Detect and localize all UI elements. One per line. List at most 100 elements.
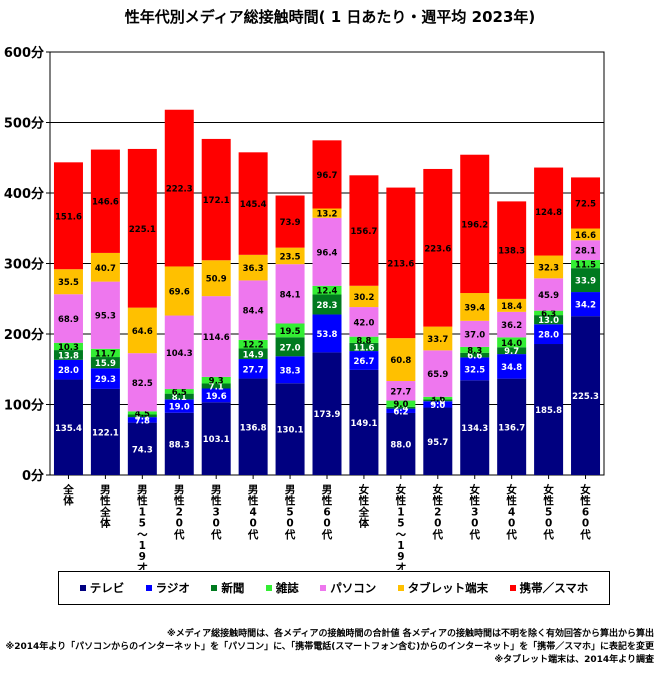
legend-item-tablet: タブレット端末: [397, 580, 488, 596]
bar-segment: [534, 315, 564, 325]
data-label: 4.5: [135, 409, 150, 419]
data-label: 15.9: [95, 359, 116, 369]
bar-segment: [423, 168, 453, 327]
data-label: 13.8: [58, 351, 79, 361]
data-label: 96.7: [317, 171, 338, 181]
bar-segment: [386, 412, 416, 475]
bar-segment: [423, 399, 453, 402]
bar-segment: [571, 292, 601, 317]
bar-segment: [312, 140, 342, 209]
data-label: 53.8: [317, 330, 338, 340]
bar-segment: [497, 378, 527, 475]
data-label: 45.9: [538, 291, 559, 301]
bar-segment: [127, 148, 157, 308]
bar-segment: [423, 407, 453, 475]
data-label: 34.8: [501, 363, 522, 373]
bar-segment: [53, 350, 83, 360]
data-label: 95.3: [95, 312, 116, 322]
bar-segment: [238, 378, 268, 475]
x-tick-label: 女性 2 0 代: [432, 483, 444, 541]
bar-segment: [164, 412, 194, 475]
bar-segment: [497, 337, 527, 348]
data-label: 84.4: [243, 307, 264, 317]
bar-segment: [497, 347, 527, 355]
data-label: 114.6: [203, 333, 230, 343]
bar-segment: [312, 314, 342, 353]
bar-segment: [164, 399, 194, 413]
bar-segment: [534, 310, 564, 316]
footnote-3: ※タブレット端末は、2014年より調査: [494, 655, 654, 665]
bar-segment: [460, 357, 490, 381]
stacked-bar-chart: 0分100分200分300分400分500分600分135.428.013.81…: [4, 45, 605, 570]
bar-segment: [53, 269, 83, 295]
data-label: 28.0: [58, 366, 79, 376]
bar-segment: [571, 316, 601, 475]
bar-segment: [53, 359, 83, 380]
data-label: 3.6: [430, 395, 445, 405]
data-label: 13.0: [538, 316, 559, 326]
chart-title: 性年代別メディア総接触時間( 1 日あたり・週平均 2023年): [124, 8, 536, 26]
data-label: 40.7: [95, 264, 116, 274]
data-label: 23.5: [280, 252, 301, 262]
bar-segment: [571, 228, 601, 241]
bar-segment: [275, 356, 305, 384]
bar-segment: [90, 149, 120, 253]
data-label: 88.0: [390, 440, 411, 450]
data-label: 151.6: [55, 212, 82, 222]
data-label: 135.4: [55, 424, 82, 434]
data-label: 27.0: [280, 343, 301, 353]
data-label: 8.1: [172, 393, 187, 403]
bar-segment: [386, 187, 416, 339]
bar-segment: [349, 307, 379, 337]
data-label: 130.1: [277, 426, 304, 436]
data-label: 14.9: [243, 350, 264, 360]
footnote-1: ※メディア総接触時間は、各メディアの接触時間の合計値 各メディアの接触時間は不明…: [167, 629, 654, 639]
data-label: 136.7: [498, 423, 525, 433]
footnote-2: ※2014年より「パソコンからのインターネット」を「パソコン」に、「携帯電話(ス…: [5, 642, 654, 652]
bar-segment: [534, 278, 564, 311]
x-tick-label: 男性 6 0 代: [321, 484, 333, 541]
bar-segment: [349, 336, 379, 343]
bar-segment: [534, 344, 564, 475]
legend-swatch-tv: [79, 585, 86, 591]
bar-segment: [386, 381, 416, 401]
legend-swatch-newspaper: [211, 585, 218, 591]
legend-swatch-magazine: [265, 585, 272, 591]
y-tick-label: 600分: [4, 45, 44, 61]
data-label: 34.2: [575, 301, 596, 311]
data-label: 2.6: [430, 397, 445, 407]
bar-segment: [201, 388, 231, 403]
bar-segment: [312, 217, 342, 286]
data-label: 74.3: [132, 445, 153, 455]
bar-segment: [164, 266, 194, 316]
bar-segment: [164, 393, 194, 400]
footnotes: ※メディア総接触時間は、各メディアの接触時間の合計値 各メディアの接触時間は不明…: [5, 628, 654, 667]
data-label: 9.0: [430, 401, 445, 411]
bar-segment: [460, 380, 490, 475]
bar-segment: [238, 359, 268, 379]
data-label: 104.3: [166, 349, 193, 359]
bar-segment: [238, 152, 268, 255]
bar-segment: [386, 406, 416, 409]
bar-segment: [90, 388, 120, 475]
bar-segment: [127, 353, 157, 412]
data-label: 146.6: [92, 198, 119, 208]
data-label: 19.5: [280, 327, 301, 337]
bar-segment: [238, 348, 268, 360]
data-label: 185.8: [535, 406, 562, 416]
data-label: 9.0: [393, 400, 408, 410]
bar-segment: [460, 320, 490, 347]
data-label: 149.1: [350, 419, 377, 429]
data-label: 88.3: [169, 440, 190, 450]
bar-segment: [53, 342, 83, 351]
bar-segment: [497, 311, 527, 338]
data-label: 6.2: [393, 407, 408, 417]
x-tick-label: 女性 3 0 代: [468, 483, 480, 541]
data-label: 2.4: [393, 404, 408, 414]
data-label: 69.6: [169, 287, 190, 297]
data-label: 36.2: [501, 321, 522, 331]
bar-segment: [90, 348, 120, 358]
data-label: 65.9: [427, 370, 448, 380]
legend-item-tv: テレビ: [79, 580, 124, 596]
data-label: 36.3: [243, 264, 264, 274]
